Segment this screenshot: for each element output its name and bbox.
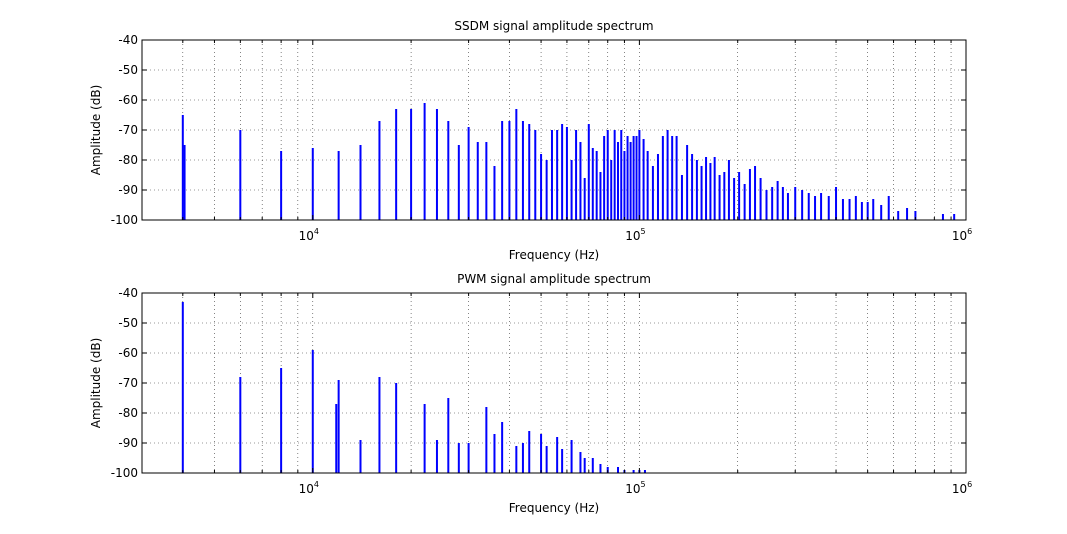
y-tick-label: -80 [118,153,138,167]
y-tick-label: -50 [118,63,138,77]
chart-title: PWM signal amplitude spectrum [457,272,651,286]
y-tick-label: -90 [118,436,138,450]
pwm-spectrum-panel: -40 -50 -60 -70 -80 -90 -100 104 105 106 PWM signa… [89,272,972,515]
y-tick-label: -80 [118,406,138,420]
x-tick-label: 104 [299,480,319,496]
x-tick-label: 105 [625,480,645,496]
y-tick-label: -40 [118,286,138,300]
y-tick-label: -70 [118,123,138,137]
x-axis-label: Frequency (Hz) [509,248,600,262]
y-axis-label: Amplitude (dB) [89,85,103,176]
x-tick-label: 106 [952,480,972,496]
x-tick-label: 105 [625,227,645,243]
x-tick-label: 104 [299,227,319,243]
y-tick-label: -100 [111,466,138,480]
ssdm-spectrum-panel: -40 -50 -60 -70 -80 -90 -100 104 105 106 SSDM sign… [89,19,972,262]
y-tick-label: -90 [118,183,138,197]
y-tick-label: -60 [118,346,138,360]
y-axis-label: Amplitude (dB) [89,338,103,429]
chart-title: SSDM signal amplitude spectrum [454,19,653,33]
y-tick-label: -100 [111,213,138,227]
x-tick-label: 106 [952,227,972,243]
y-tick-label: -40 [118,33,138,47]
x-axis-label: Frequency (Hz) [509,501,600,515]
y-tick-label: -60 [118,93,138,107]
y-tick-label: -50 [118,316,138,330]
y-tick-label: -70 [118,376,138,390]
